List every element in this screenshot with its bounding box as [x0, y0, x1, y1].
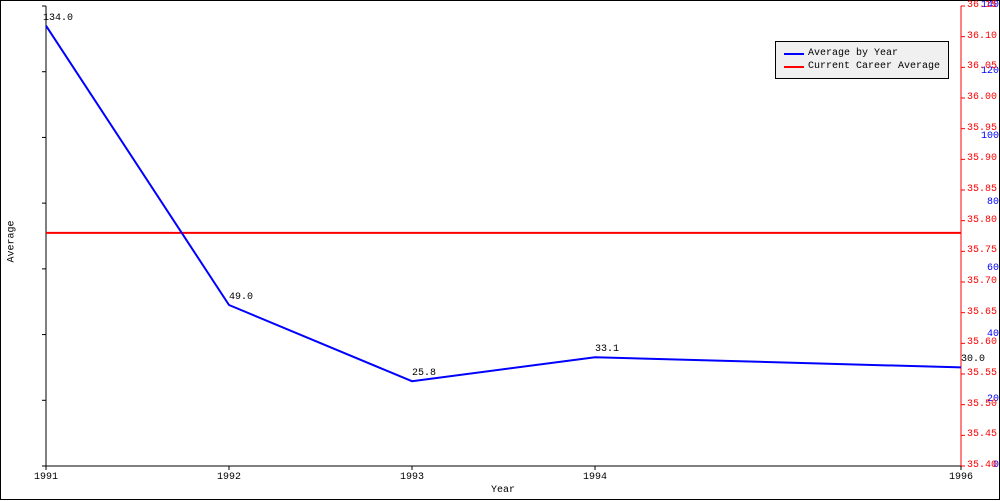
x-tick-label: 1994	[583, 472, 607, 483]
y2-tick-label: 36.00	[967, 92, 997, 103]
chart-container: 020406080100120140 35.4035.4535.5035.553…	[0, 0, 1000, 500]
legend: Average by Year Current Career Average	[775, 41, 949, 79]
y2-tick-label: 36.15	[967, 0, 997, 11]
data-point-label: 33.1	[595, 344, 619, 355]
legend-line-series1	[784, 53, 804, 55]
x-axis-title: Year	[491, 485, 515, 496]
y2-tick-label: 35.75	[967, 245, 997, 256]
data-point-label: 25.8	[412, 368, 436, 379]
y2-tick-label: 35.90	[967, 153, 997, 164]
y2-tick-label: 35.40	[967, 460, 997, 471]
x-tick-label: 1992	[217, 472, 241, 483]
legend-line-series2	[784, 66, 804, 68]
legend-label-series1: Average by Year	[808, 48, 898, 59]
y2-tick-label: 36.10	[967, 31, 997, 42]
y2-tick-label: 35.55	[967, 368, 997, 379]
legend-item-series1: Average by Year	[784, 48, 940, 59]
data-point-label: 134.0	[43, 13, 73, 24]
x-tick-label: 1991	[34, 472, 58, 483]
y2-tick-label: 35.60	[967, 337, 997, 348]
x-tick-label: 1996	[949, 472, 973, 483]
legend-item-series2: Current Career Average	[784, 61, 940, 72]
y2-tick-label: 35.65	[967, 307, 997, 318]
data-point-label: 49.0	[229, 292, 253, 303]
y2-tick-label: 35.95	[967, 123, 997, 134]
y2-tick-label: 35.50	[967, 399, 997, 410]
y2-tick-label: 36.05	[967, 61, 997, 72]
y-axis-title: Average	[7, 220, 18, 262]
y1-tick-label: 80	[960, 197, 999, 208]
y2-tick-label: 35.80	[967, 215, 997, 226]
y1-tick-label: 60	[960, 263, 999, 274]
x-tick-label: 1993	[400, 472, 424, 483]
y2-tick-label: 35.70	[967, 276, 997, 287]
data-point-label: 30.0	[961, 354, 985, 365]
y2-tick-label: 35.45	[967, 429, 997, 440]
legend-label-series2: Current Career Average	[808, 61, 940, 72]
y2-tick-label: 35.85	[967, 184, 997, 195]
